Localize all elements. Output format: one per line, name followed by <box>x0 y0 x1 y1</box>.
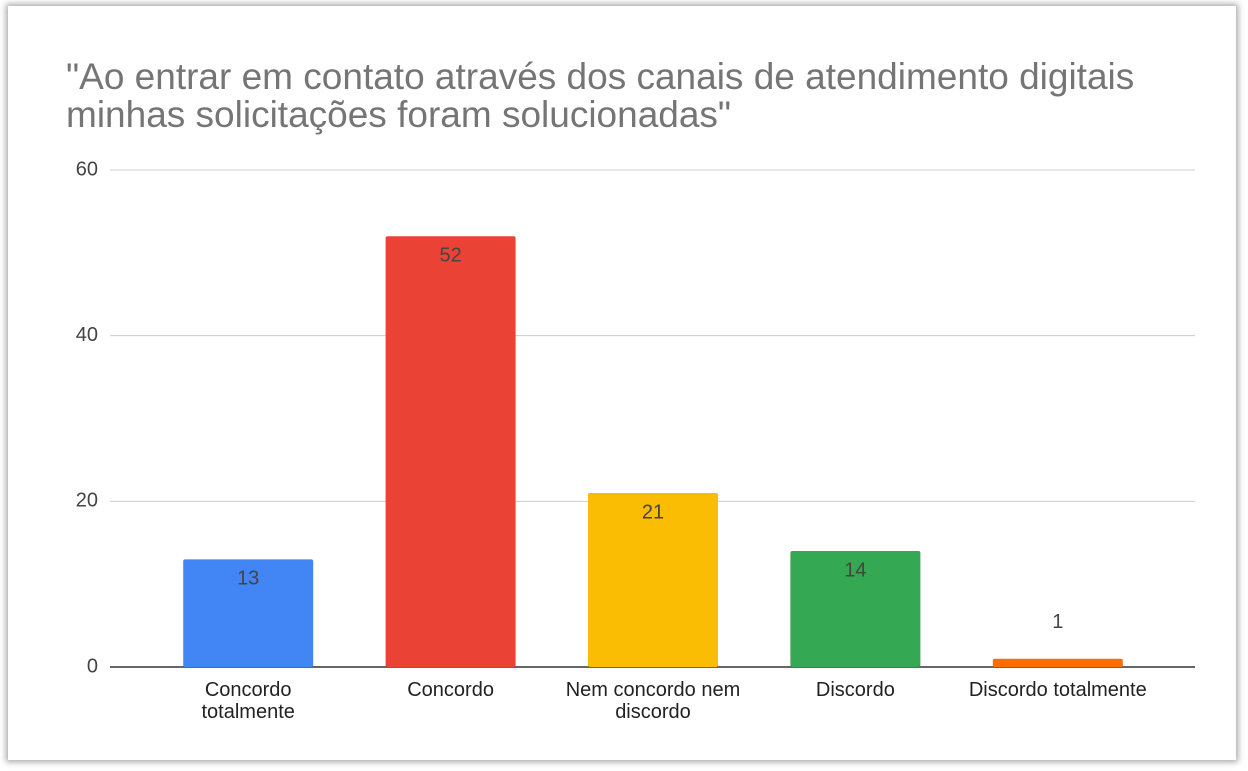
data-label: 14 <box>844 559 866 581</box>
data-label: 52 <box>439 245 461 267</box>
bar <box>385 236 516 667</box>
data-label: 21 <box>642 501 664 523</box>
x-tick-label: Nem concordo nem discordo <box>565 679 741 723</box>
data-label: 13 <box>237 568 259 590</box>
bar <box>588 493 718 667</box>
y-tick-label: 60 <box>76 158 98 180</box>
bar <box>992 658 1123 667</box>
bar <box>790 551 921 667</box>
x-tick-label: Discordo <box>815 679 895 701</box>
data-label: 1 <box>1052 611 1063 633</box>
chart-title: "Ao entrar em contato através dos canais… <box>66 56 1135 135</box>
y-tick-label: 0 <box>87 655 98 677</box>
x-tick-label: Concordo totalmente <box>201 679 295 723</box>
y-tick-label: 40 <box>76 324 98 346</box>
x-tick-label: Discordo totalmente <box>968 679 1147 701</box>
y-tick-label: 20 <box>76 490 98 512</box>
x-tick-label: Concordo <box>407 679 494 701</box>
bar <box>183 559 314 667</box>
